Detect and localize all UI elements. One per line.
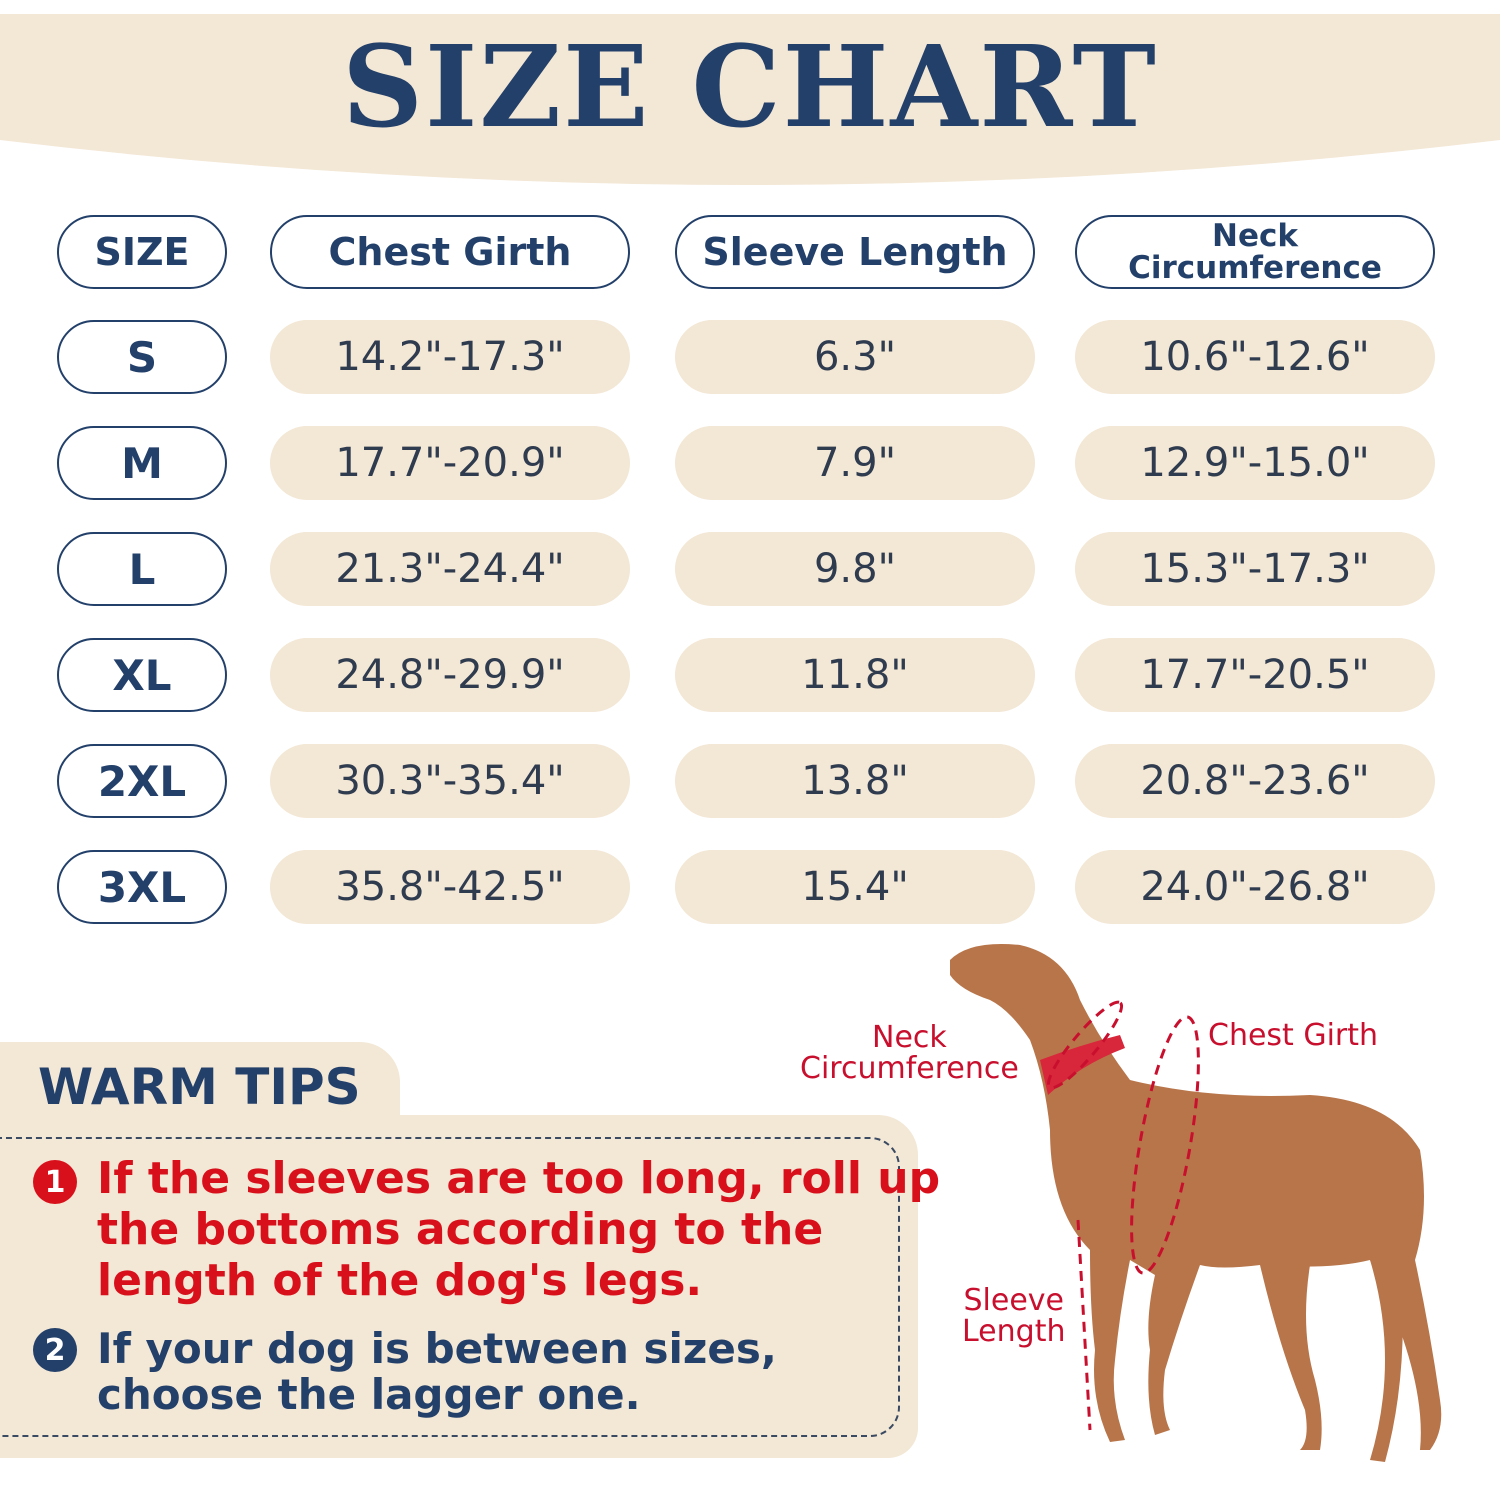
warm-tips-box bbox=[0, 1115, 918, 1458]
tip-2: If your dog is between sizes, choose the… bbox=[97, 1326, 777, 1418]
dashed-border bbox=[0, 1137, 900, 1437]
tip-1-line: the bottoms according to the bbox=[97, 1204, 824, 1255]
header-neck-circumference: Neck Circumference bbox=[1075, 215, 1435, 289]
sleeve-length-cell: 6.3" bbox=[675, 320, 1035, 394]
label-line: Neck bbox=[872, 1020, 947, 1055]
label-line: Circumference bbox=[800, 1051, 1019, 1086]
label-line: Length bbox=[962, 1314, 1066, 1349]
tip-2-line: choose the lagger one. bbox=[97, 1370, 641, 1419]
chest-girth-cell: 21.3"-24.4" bbox=[270, 532, 630, 606]
number-one-icon: 1 bbox=[33, 1160, 77, 1204]
sleeve-length-label: Sleeve Length bbox=[962, 1285, 1065, 1347]
size-label: 3XL bbox=[57, 850, 227, 924]
label-line: Sleeve bbox=[963, 1283, 1064, 1318]
page-title: SIZE CHART bbox=[342, 22, 1158, 153]
sleeve-length-cell: 11.8" bbox=[675, 638, 1035, 712]
sleeve-length-cell: 15.4" bbox=[675, 850, 1035, 924]
neck-circumference-cell: 17.7"-20.5" bbox=[1075, 638, 1435, 712]
dog-illustration bbox=[950, 944, 1442, 1462]
title-banner bbox=[0, 14, 1500, 185]
tip-1-line: If the sleeves are too long, roll up bbox=[97, 1153, 941, 1204]
chest-girth-cell: 24.8"-29.9" bbox=[270, 638, 630, 712]
tip-1-line: length of the dog's legs. bbox=[97, 1255, 703, 1306]
neck-circumference-cell: 20.8"-23.6" bbox=[1075, 744, 1435, 818]
size-label: M bbox=[57, 426, 227, 500]
number-two-icon: 2 bbox=[33, 1328, 77, 1372]
neck-circumference-cell: 12.9"-15.0" bbox=[1075, 426, 1435, 500]
header-line: Neck bbox=[1212, 218, 1298, 254]
neck-circumference-cell: 10.6"-12.6" bbox=[1075, 320, 1435, 394]
tip-2-line: If your dog is between sizes, bbox=[97, 1324, 777, 1373]
neck-circumference-label: Neck Circumference bbox=[800, 1022, 1019, 1084]
size-label: 2XL bbox=[57, 744, 227, 818]
chest-girth-cell: 14.2"-17.3" bbox=[270, 320, 630, 394]
chest-girth-label: Chest Girth bbox=[1208, 1018, 1379, 1053]
neck-circumference-cell: 24.0"-26.8" bbox=[1075, 850, 1435, 924]
header-line: Circumference bbox=[1128, 250, 1382, 286]
tip-1: If the sleeves are too long, roll up the… bbox=[97, 1153, 940, 1306]
warm-tips-heading: WARM TIPS bbox=[38, 1058, 361, 1116]
header-size: SIZE bbox=[57, 215, 227, 289]
size-label: XL bbox=[57, 638, 227, 712]
size-label: S bbox=[57, 320, 227, 394]
header-chest-girth: Chest Girth bbox=[270, 215, 630, 289]
header-sleeve-length: Sleeve Length bbox=[675, 215, 1035, 289]
chest-girth-cell: 30.3"-35.4" bbox=[270, 744, 630, 818]
sleeve-length-cell: 9.8" bbox=[675, 532, 1035, 606]
sleeve-length-cell: 13.8" bbox=[675, 744, 1035, 818]
neck-circumference-cell: 15.3"-17.3" bbox=[1075, 532, 1435, 606]
chest-girth-cell: 17.7"-20.9" bbox=[270, 426, 630, 500]
size-label: L bbox=[57, 532, 227, 606]
sleeve-length-cell: 7.9" bbox=[675, 426, 1035, 500]
chest-girth-cell: 35.8"-42.5" bbox=[270, 850, 630, 924]
